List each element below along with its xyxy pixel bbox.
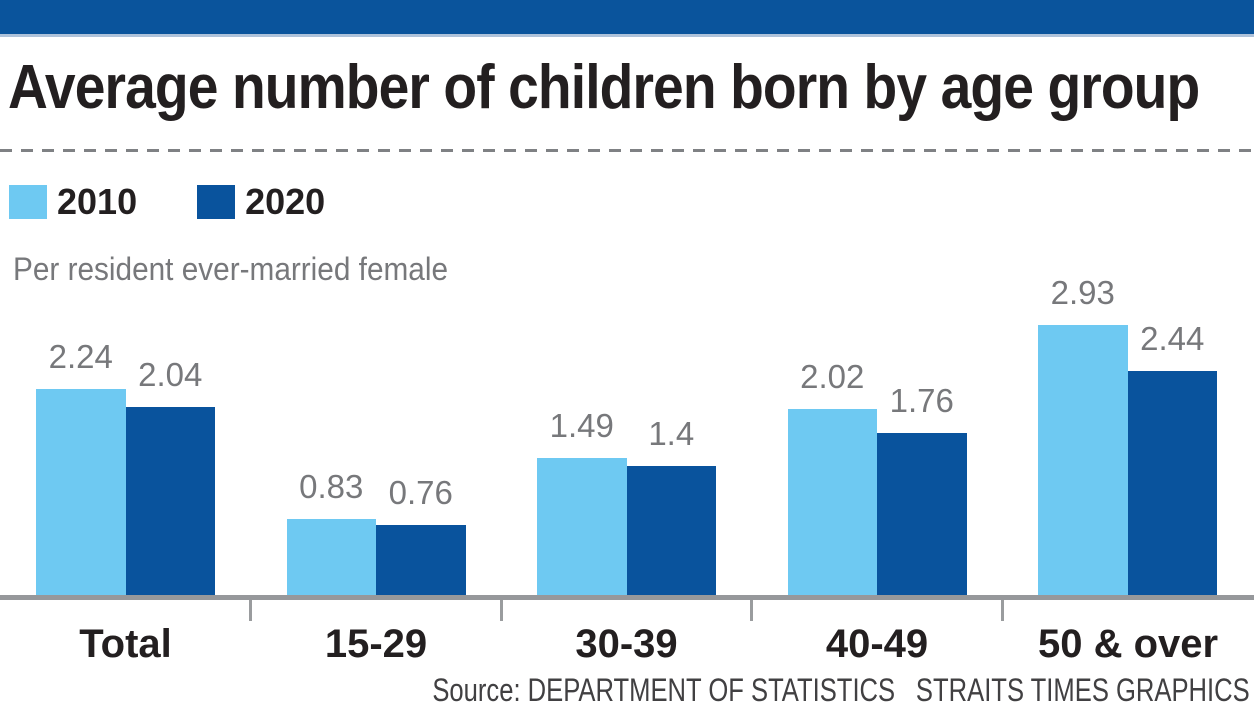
legend: 2010 2020 bbox=[9, 184, 325, 220]
axis-tick-1 bbox=[249, 600, 252, 621]
value-label-2020-30-39: 1.4 bbox=[648, 415, 695, 453]
credit-text: STRAITS TIMES GRAPHICS bbox=[916, 672, 1250, 708]
bar-2020-15-29: 0.76 bbox=[376, 476, 466, 595]
bar-2010-50-over: 2.93 bbox=[1038, 276, 1128, 595]
value-label-2020-15-29: 0.76 bbox=[388, 474, 453, 512]
legend-swatch-2010 bbox=[9, 185, 47, 219]
axis-tick-4 bbox=[1001, 600, 1004, 621]
bar-2010-30-39: 1.49 bbox=[537, 409, 627, 595]
bar-2020-50-over: 2.44 bbox=[1127, 322, 1217, 595]
category-label-15-29: 15-29 bbox=[324, 622, 428, 666]
legend-swatch-2020 bbox=[197, 185, 236, 219]
bar-2010-total: 2.24 bbox=[36, 340, 126, 595]
category-label-50-over: 50 & over bbox=[1038, 622, 1219, 666]
dashed-divider bbox=[0, 149, 1254, 152]
bar-2020-total: 2.04 bbox=[125, 358, 215, 595]
category-label-total: Total bbox=[79, 622, 172, 666]
plot-area: 2.24 2.04 0.83 0.76 1.49 1.4 2.02 1.76 2.93 2.44 bbox=[36, 276, 1217, 595]
bar-2020-40-49: 1.76 bbox=[877, 384, 967, 595]
legend-label-2020: 2020 bbox=[245, 181, 326, 222]
source-text: Source: DEPARTMENT OF STATISTICS bbox=[432, 672, 896, 708]
category-label-30-39: 30-39 bbox=[575, 622, 678, 666]
legend-item-2010: 2010 bbox=[9, 184, 137, 220]
bar-group-total: 2.24 2.04 bbox=[36, 325, 215, 595]
value-label-2010-50-over: 2.93 bbox=[1050, 274, 1115, 312]
chart-subtitle: Per resident ever-married female bbox=[13, 251, 448, 287]
value-label-2020-total: 2.04 bbox=[138, 356, 203, 394]
category-row: Total 15-29 30-39 40-49 50 & over bbox=[36, 622, 1219, 666]
chart-title: Average number of children born by age g… bbox=[8, 53, 1200, 122]
bar-group-15-29: 0.83 0.76 bbox=[286, 325, 466, 595]
bar-group-40-49: 2.02 1.76 bbox=[787, 325, 967, 595]
legend-label-2010: 2010 bbox=[57, 181, 138, 222]
value-label-2010-40-49: 2.02 bbox=[800, 358, 865, 396]
axis-tick-2 bbox=[500, 600, 503, 621]
source-line: Source: DEPARTMENT OF STATISTICS STRAITS… bbox=[432, 672, 1250, 708]
bar-2010-15-29: 0.83 bbox=[286, 470, 376, 595]
bar-2010-40-49: 2.02 bbox=[787, 360, 877, 595]
legend-item-2020: 2020 bbox=[197, 184, 325, 220]
axis-tick-3 bbox=[750, 600, 753, 621]
value-label-2020-50-over: 2.44 bbox=[1140, 319, 1205, 357]
x-axis-baseline bbox=[0, 595, 1254, 600]
bar-group-50-over: 2.93 2.44 bbox=[1038, 276, 1217, 595]
category-label-40-49: 40-49 bbox=[825, 622, 929, 666]
top-banner bbox=[0, 0, 1254, 37]
bar-group-30-39: 1.49 1.4 bbox=[537, 325, 716, 595]
value-label-2010-total: 2.24 bbox=[48, 337, 113, 375]
value-label-2020-40-49: 1.76 bbox=[889, 382, 954, 420]
value-label-2010-15-29: 0.83 bbox=[299, 467, 364, 505]
value-label-2010-30-39: 1.49 bbox=[549, 406, 614, 444]
bar-2020-30-39: 1.4 bbox=[626, 417, 716, 595]
